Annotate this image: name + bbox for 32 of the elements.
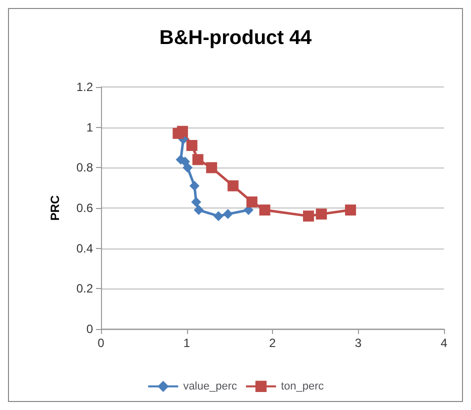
y-tick-label: 0.4 (76, 241, 94, 256)
x-tick-label: 0 (98, 336, 105, 350)
point (228, 180, 239, 192)
point (222, 209, 233, 220)
x-tick-label: 4 (440, 336, 448, 350)
y-tick-label: 0.2 (76, 282, 94, 296)
point (192, 154, 204, 166)
point (213, 211, 224, 222)
y-tick-label: 1.2 (76, 80, 94, 94)
y-axis-title: PRC (48, 195, 62, 221)
x-tick-label: 2 (269, 336, 276, 350)
point (316, 208, 327, 220)
point (206, 162, 218, 174)
point (259, 204, 270, 216)
x-tick-label: 3 (354, 336, 362, 350)
point (191, 196, 202, 207)
point (189, 180, 200, 191)
x-tick-label: 1 (183, 336, 190, 350)
legend-label: ton_perc (281, 380, 324, 392)
point (303, 210, 314, 222)
point (345, 204, 356, 216)
legend-label: value_perc (183, 380, 238, 392)
y-tick-label: 0.6 (76, 201, 94, 215)
point (246, 196, 258, 208)
point (182, 162, 193, 173)
y-tick-label: 1 (86, 120, 94, 134)
point (186, 140, 198, 151)
point (194, 205, 204, 216)
y-tick-label: 0.8 (76, 160, 94, 175)
point (176, 126, 188, 137)
chart-title: B&H-product 44 (159, 27, 312, 49)
y-tick-label: 0 (86, 322, 94, 336)
